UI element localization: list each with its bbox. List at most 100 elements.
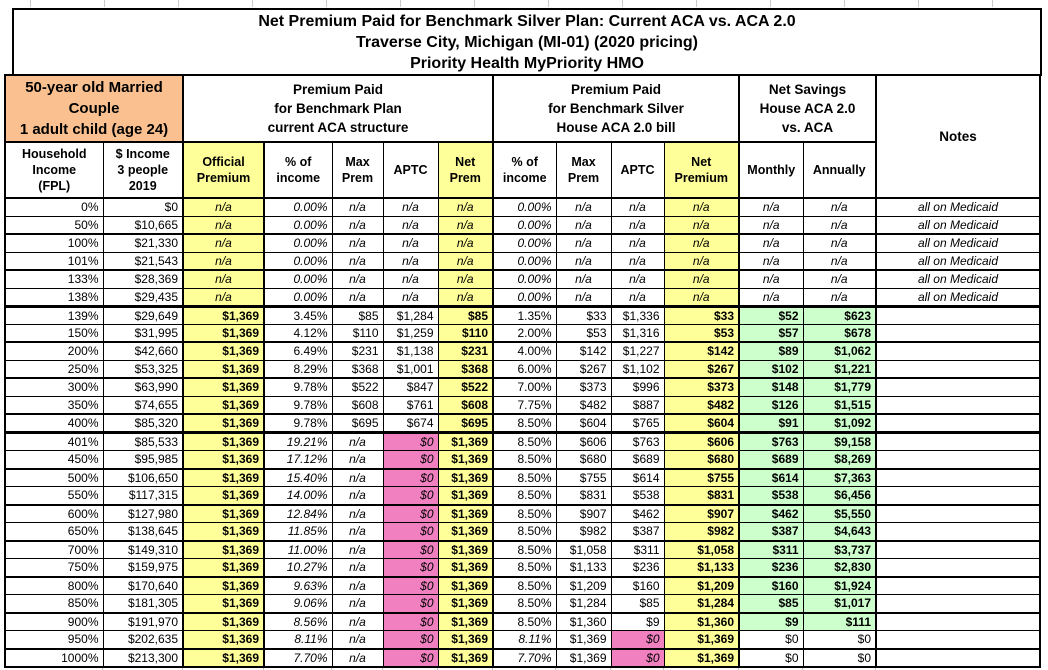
cell-monthly: $160: [738, 576, 804, 595]
cell-aca_max: n/a: [331, 269, 384, 289]
cell-notes: [875, 576, 1041, 595]
cell-official: $1,369: [182, 576, 265, 595]
table-row: 139% $29,649 $1,369 3.45% $85 $1,284 $85 1.35% $…: [4, 305, 1041, 325]
cell-aca_pct: 9.78%: [263, 377, 333, 397]
table-row: 133% $28,369 n/a 0.00% n/a n/a n/a 0.00% n/a n/a n…: [4, 269, 1041, 289]
col-header-aca2-max-prem: Max Prem: [555, 141, 612, 199]
cell-monthly: n/a: [738, 269, 804, 289]
cell-official: $1,369: [182, 486, 265, 506]
cell-aca2_pct: 0.00%: [492, 287, 557, 308]
cell-official: n/a: [182, 287, 265, 308]
cell-aca_max: $522: [331, 377, 384, 397]
cell-aca2_aptc: $1,102: [610, 359, 665, 379]
cell-fpl: 1000%: [4, 648, 104, 667]
cell-aca2_max: $831: [555, 486, 612, 506]
cell-aca_max: n/a: [331, 450, 384, 470]
cell-aca2_max: n/a: [555, 287, 612, 308]
table-body: 0% $0 n/a 0.00% n/a n/a n/a 0.00% n/a n/a n/a n/a n/…: [4, 197, 1041, 667]
table-row: 850% $181,305 $1,369 9.06% n/a $0 $1,369 8.50% $…: [4, 594, 1041, 614]
gridline-stub: [437, 665, 438, 670]
cell-monthly: $614: [738, 468, 804, 487]
cell-fpl: 139%: [4, 305, 104, 325]
cell-aca2_net: $53: [663, 323, 740, 343]
cell-aca2_pct: 8.50%: [492, 468, 557, 487]
cell-annually: $623: [802, 305, 877, 325]
cell-income: $170,640: [102, 576, 184, 595]
cell-aca2_pct: 0.00%: [492, 269, 557, 289]
gridline-stub: [263, 665, 264, 670]
cell-notes: [875, 377, 1041, 397]
cell-fpl: 850%: [4, 594, 104, 614]
cell-notes: [875, 395, 1041, 415]
cell-aca2_pct: 8.50%: [492, 486, 557, 506]
cell-aca2_pct: 8.50%: [492, 594, 557, 614]
cell-aca2_net: n/a: [663, 287, 740, 308]
cell-aca2_aptc: $462: [610, 504, 665, 523]
cell-aca2_aptc: $614: [610, 468, 665, 487]
col-header-aca2-aptc: APTC: [610, 141, 665, 199]
table-row: 150% $31,995 $1,369 4.12% $110 $1,259 $110 2.00…: [4, 323, 1041, 343]
premium-comparison-table: 50-year old Married Couple 1 adult child…: [4, 74, 1041, 668]
table-row: 50% $10,665 n/a 0.00% n/a n/a n/a 0.00% n/a n/a n/…: [4, 215, 1041, 235]
cell-aca2_max: $1,369: [555, 630, 612, 650]
cell-monthly: n/a: [738, 233, 804, 253]
cell-aca2_aptc: $387: [610, 522, 665, 542]
cell-official: n/a: [182, 251, 265, 271]
cell-aca2_max: $373: [555, 377, 612, 397]
cell-aca_net: n/a: [437, 197, 494, 217]
cell-notes: all on Medicaid: [875, 215, 1041, 235]
cell-aca_pct: 9.78%: [263, 413, 333, 434]
cell-aca_net: $110: [437, 323, 494, 343]
cell-income: $29,435: [102, 287, 184, 308]
cell-aca_max: n/a: [331, 287, 384, 308]
cell-official: $1,369: [182, 341, 265, 361]
cell-annually: $7,363: [802, 468, 877, 487]
cell-aca2_aptc: $996: [610, 377, 665, 397]
cell-aca_net: $1,369: [437, 468, 494, 487]
cell-aca_aptc: n/a: [382, 233, 439, 253]
cell-aca_net: $1,369: [437, 432, 494, 451]
gridline-stub: [555, 665, 556, 670]
cell-aca_aptc: $0: [382, 468, 439, 487]
cell-aca_max: n/a: [331, 594, 384, 614]
cell-annually: $111: [802, 612, 877, 631]
cell-annually: $2,830: [802, 558, 877, 578]
cell-aca_max: n/a: [331, 576, 384, 595]
cell-aca_max: $110: [331, 323, 384, 343]
cell-annually: $1,092: [802, 413, 877, 434]
cell-annually: n/a: [802, 269, 877, 289]
cell-monthly: $89: [738, 341, 804, 361]
cell-aca_max: $368: [331, 359, 384, 379]
cell-aca_aptc: $0: [382, 450, 439, 470]
table-row: 600% $127,980 $1,369 12.84% n/a $0 $1,369 8.50%…: [4, 504, 1041, 523]
table-row: 250% $53,325 $1,369 8.29% $368 $1,001 $368 6.00…: [4, 359, 1041, 379]
title-line-3: Priority Health MyPriority HMO: [410, 54, 644, 72]
cell-official: $1,369: [182, 540, 265, 559]
cell-aca_max: n/a: [331, 504, 384, 523]
cell-aca2_aptc: n/a: [610, 233, 665, 253]
cell-official: $1,369: [182, 395, 265, 415]
group-header-aca2: Premium Paid for Benchmark Silver House …: [492, 74, 740, 143]
cell-aca2_net: $33: [663, 305, 740, 325]
cell-aca_net: $695: [437, 413, 494, 434]
cell-aca_max: n/a: [331, 540, 384, 559]
cell-monthly: $85: [738, 594, 804, 614]
cell-aca_aptc: $761: [382, 395, 439, 415]
cell-fpl: 401%: [4, 432, 104, 451]
cell-fpl: 750%: [4, 558, 104, 578]
cell-annually: $3,737: [802, 540, 877, 559]
cell-aca2_aptc: $689: [610, 450, 665, 470]
cell-aca2_net: $831: [663, 486, 740, 506]
cell-fpl: 101%: [4, 251, 104, 271]
cell-aca2_net: $1,369: [663, 648, 740, 667]
cell-annually: n/a: [802, 197, 877, 217]
cell-aca2_net: $1,369: [663, 630, 740, 650]
cell-aca_pct: 8.56%: [263, 612, 333, 631]
cell-aca_max: $85: [331, 305, 384, 325]
cell-income: $159,975: [102, 558, 184, 578]
cell-fpl: 300%: [4, 377, 104, 397]
cell-aca_aptc: $0: [382, 648, 439, 667]
gridline-stub: [875, 665, 876, 670]
cell-aca2_aptc: n/a: [610, 197, 665, 217]
cell-aca_aptc: $674: [382, 413, 439, 434]
